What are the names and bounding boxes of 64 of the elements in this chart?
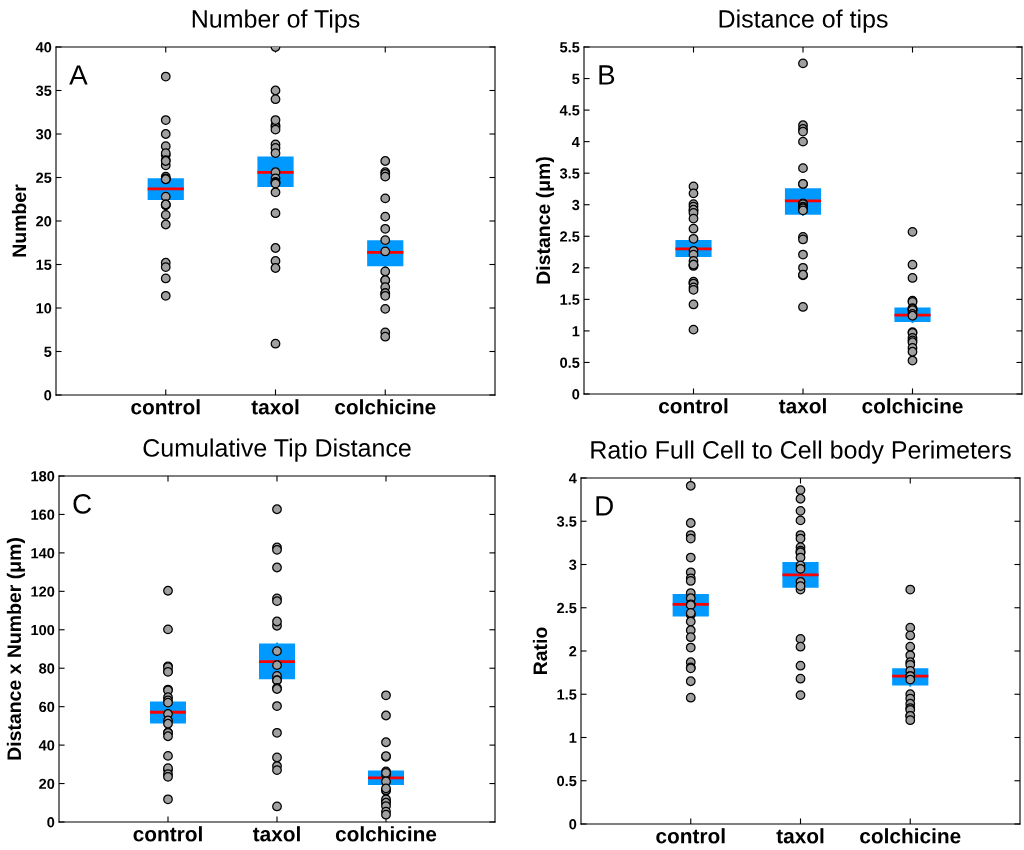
y-tick-label: 1.5 [557,689,577,700]
annotation: D [596,496,613,516]
y-tick-label: 40 [38,740,55,751]
chart-title: Distance of tips [719,9,888,33]
x-tick-label: colchicine [862,398,963,414]
y-tick-label: 35 [35,85,52,96]
y-tick-label: 10 [36,303,52,314]
x-tick-label: taxol [778,398,826,414]
y-tick-label: 40 [35,42,52,53]
y-tick-label: 1.5 [560,294,580,305]
y-tick-label: 0 [47,817,55,828]
chart-title: Number of Tips [192,9,360,33]
y-tick-label: 180 [31,471,55,482]
y-tick-label: 20 [39,778,55,789]
annotation: B [599,65,615,85]
y-tick-label: 25 [36,172,52,183]
y-tick-label: 100 [31,624,55,636]
y-tick-label: 2 [572,262,580,274]
y-tick-label: 5 [44,346,52,357]
y-tick-label: 15 [36,259,52,270]
x-tick-label: colchicine [335,826,437,842]
y-tick-label: 3 [572,199,580,211]
y-axis-title: Ratio [532,627,548,674]
y-tick-label: 20 [36,216,52,227]
chart-title: Cumulative Tip Distance [143,438,411,462]
x-tick-label: colchicine [335,399,436,415]
y-tick-label: 140 [31,547,55,559]
y-tick-label: 2.5 [557,602,577,614]
x-tick-label: colchicine [860,828,961,844]
y-tick-label: 160 [31,509,55,520]
x-tick-label: control [656,828,725,844]
x-tick-label: control [133,826,202,842]
y-axis-title: Distance x Number (μm) [6,538,25,760]
annotation: C [73,494,92,514]
x-tick-label: taxol [251,399,299,415]
y-tick-label: 4 [568,473,577,484]
y-tick-label: 30 [35,129,52,140]
annotation: A [69,65,88,85]
y-tick-label: 1 [572,326,580,337]
x-tick-label: taxol [252,826,300,842]
y-tick-label: 2.5 [560,231,580,242]
y-tick-label: 0 [572,389,580,400]
y-axis-title: Distance (μm) [535,157,555,284]
y-tick-label: 0 [44,390,52,401]
y-tick-label: 3.5 [556,516,577,527]
y-tick-label: 3.5 [559,168,580,179]
y-tick-label: 4.5 [559,105,580,116]
y-tick-label: 0 [569,819,577,830]
chart-title: Ratio Full Cell to Cell body Perimeters [591,440,1011,464]
y-tick-label: 4 [571,136,580,147]
y-tick-label: 60 [39,701,55,713]
y-tick-label: 3 [569,559,577,570]
x-tick-label: taxol [776,828,824,844]
y-tick-label: 5.5 [560,42,580,53]
y-tick-label: 0.5 [560,357,580,368]
y-tick-label: 5 [572,73,580,84]
y-tick-label: 120 [31,586,55,597]
y-tick-label: 0.5 [557,775,577,787]
y-tick-label: 2 [569,646,577,657]
y-tick-label: 1 [569,732,577,743]
x-tick-label: control [659,398,728,414]
y-axis-title: Number [11,184,27,257]
x-tick-label: control [131,399,200,415]
y-tick-label: 80 [39,663,55,674]
